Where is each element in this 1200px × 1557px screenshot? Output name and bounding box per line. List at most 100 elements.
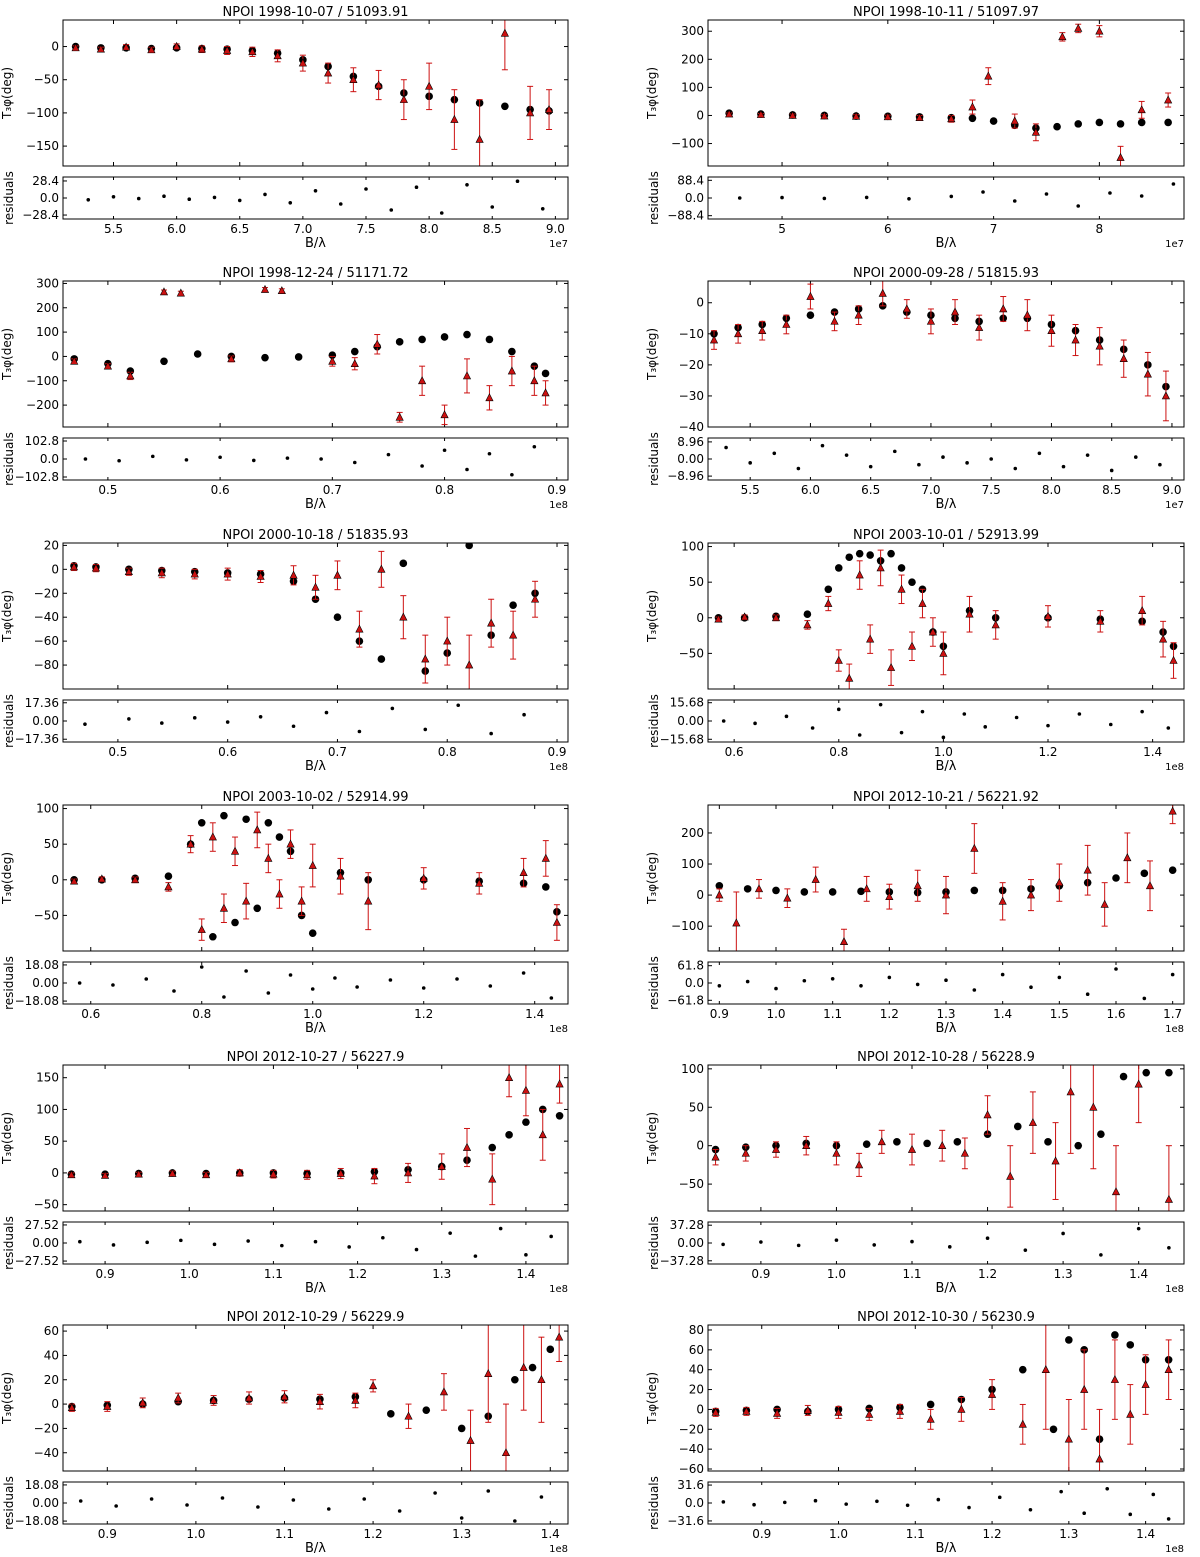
data-point xyxy=(248,47,257,56)
residual-frame xyxy=(62,961,569,1005)
data-point xyxy=(168,1168,177,1177)
residual-frame xyxy=(62,437,569,481)
x-tick-label: 0.6 xyxy=(218,745,237,759)
residual-point xyxy=(772,451,777,456)
data-point xyxy=(1095,26,1104,35)
x-tick-label: 1.2 xyxy=(978,1267,997,1281)
y-tick-label: −30 xyxy=(679,389,704,403)
data-point xyxy=(519,868,528,876)
data-point xyxy=(802,1141,811,1149)
data-point xyxy=(484,1369,493,1377)
model-point xyxy=(743,885,752,893)
y-tick-label: −60 xyxy=(34,634,59,648)
y-tick-label: 0 xyxy=(696,888,704,902)
data-point xyxy=(741,1148,750,1157)
series-model xyxy=(68,1345,555,1433)
x-axis-label: B/λ xyxy=(936,1541,957,1556)
x-tick-label: 1.3 xyxy=(1054,1267,1073,1281)
residual-point xyxy=(721,719,726,723)
data-point xyxy=(530,376,539,385)
residual-point xyxy=(185,1503,189,1507)
residual-point xyxy=(423,727,428,732)
model-point xyxy=(231,918,239,927)
residuals-axis-label: residuals xyxy=(2,1216,16,1270)
plot-area xyxy=(67,1325,564,1471)
data-point xyxy=(399,612,408,621)
y-tick-label: −100 xyxy=(26,106,59,120)
plot-area xyxy=(71,20,554,166)
x-tick-label: 0.5 xyxy=(108,745,127,759)
y-tick-label: 200 xyxy=(681,52,704,66)
model-point xyxy=(715,881,724,890)
model-point xyxy=(333,613,342,621)
series-data xyxy=(67,1065,564,1206)
residuals-axis-label: residuals xyxy=(2,956,16,1010)
residual-point xyxy=(1142,996,1147,1001)
residual-plot xyxy=(86,179,545,215)
y-tick-label: 100 xyxy=(36,325,59,339)
series-model xyxy=(714,549,1178,651)
model-point xyxy=(350,347,359,356)
data-point xyxy=(377,564,386,573)
model-point xyxy=(328,351,337,360)
data-point xyxy=(734,329,743,338)
residual-point xyxy=(972,988,977,992)
residuals-axis-label: residuals xyxy=(647,956,661,1010)
model-point xyxy=(845,553,854,562)
residual-point xyxy=(489,731,493,736)
data-point xyxy=(507,366,516,375)
data-point xyxy=(103,361,112,370)
model-point xyxy=(1111,1331,1119,1339)
x-tick-label: 0.9 xyxy=(547,745,566,759)
y-tick-label: 50 xyxy=(44,1134,59,1148)
data-point xyxy=(131,875,140,884)
y-tick-label: −20 xyxy=(679,358,704,372)
x-tick-label: 1.0 xyxy=(303,1007,322,1021)
data-point xyxy=(1158,634,1168,643)
data-point xyxy=(862,884,871,893)
residual-point xyxy=(981,190,985,194)
residual-point xyxy=(820,443,825,448)
residual-plot xyxy=(77,965,554,1000)
model-point xyxy=(772,886,780,895)
residual-point xyxy=(1029,985,1033,989)
y-tick-label: 0 xyxy=(51,40,59,54)
residual-point xyxy=(532,444,537,449)
x-tick-label: 8.0 xyxy=(420,222,439,236)
res-tick-label: 28.4 xyxy=(32,174,59,188)
x-tick-label: 1.1 xyxy=(906,1527,925,1541)
residual-point xyxy=(915,982,920,987)
x-tick-label: 1.4 xyxy=(1129,1267,1148,1281)
y-tick-label: 100 xyxy=(681,540,704,554)
residual-frame xyxy=(62,699,569,743)
y-tick-label: 0 xyxy=(51,1397,59,1411)
res-tick-label: 31.6 xyxy=(677,1478,704,1492)
series-data xyxy=(711,1325,1173,1471)
y-tick-label: −10 xyxy=(679,327,704,341)
residual-point xyxy=(1108,191,1112,195)
x-tick-label: 1.4 xyxy=(525,1007,544,1021)
res-tick-label: −17.36 xyxy=(15,732,59,746)
residual-plot xyxy=(83,444,537,477)
residual-point xyxy=(721,1242,725,1247)
data-point xyxy=(883,112,892,121)
data-point xyxy=(788,110,797,119)
data-point xyxy=(1018,1419,1027,1428)
data-point xyxy=(541,388,550,397)
data-point xyxy=(462,1142,472,1151)
y-tick-label: −200 xyxy=(26,398,59,412)
x-offset-label: 1e8 xyxy=(1165,1024,1184,1035)
residual-point xyxy=(983,725,988,729)
residual-point xyxy=(355,985,359,989)
data-point xyxy=(69,562,79,571)
panel-title: NPOI 2012-10-27 / 56227.9 xyxy=(227,1050,405,1065)
main-frame xyxy=(707,1064,1185,1212)
x-tick-label: 1.3 xyxy=(936,1007,955,1021)
residual-point xyxy=(721,1500,726,1504)
residual-point xyxy=(1171,182,1176,186)
res-tick-label: 15.68 xyxy=(670,696,704,710)
x-tick-label: 1.0 xyxy=(934,745,953,759)
data-point xyxy=(311,582,320,591)
residual-point xyxy=(1166,1517,1171,1521)
